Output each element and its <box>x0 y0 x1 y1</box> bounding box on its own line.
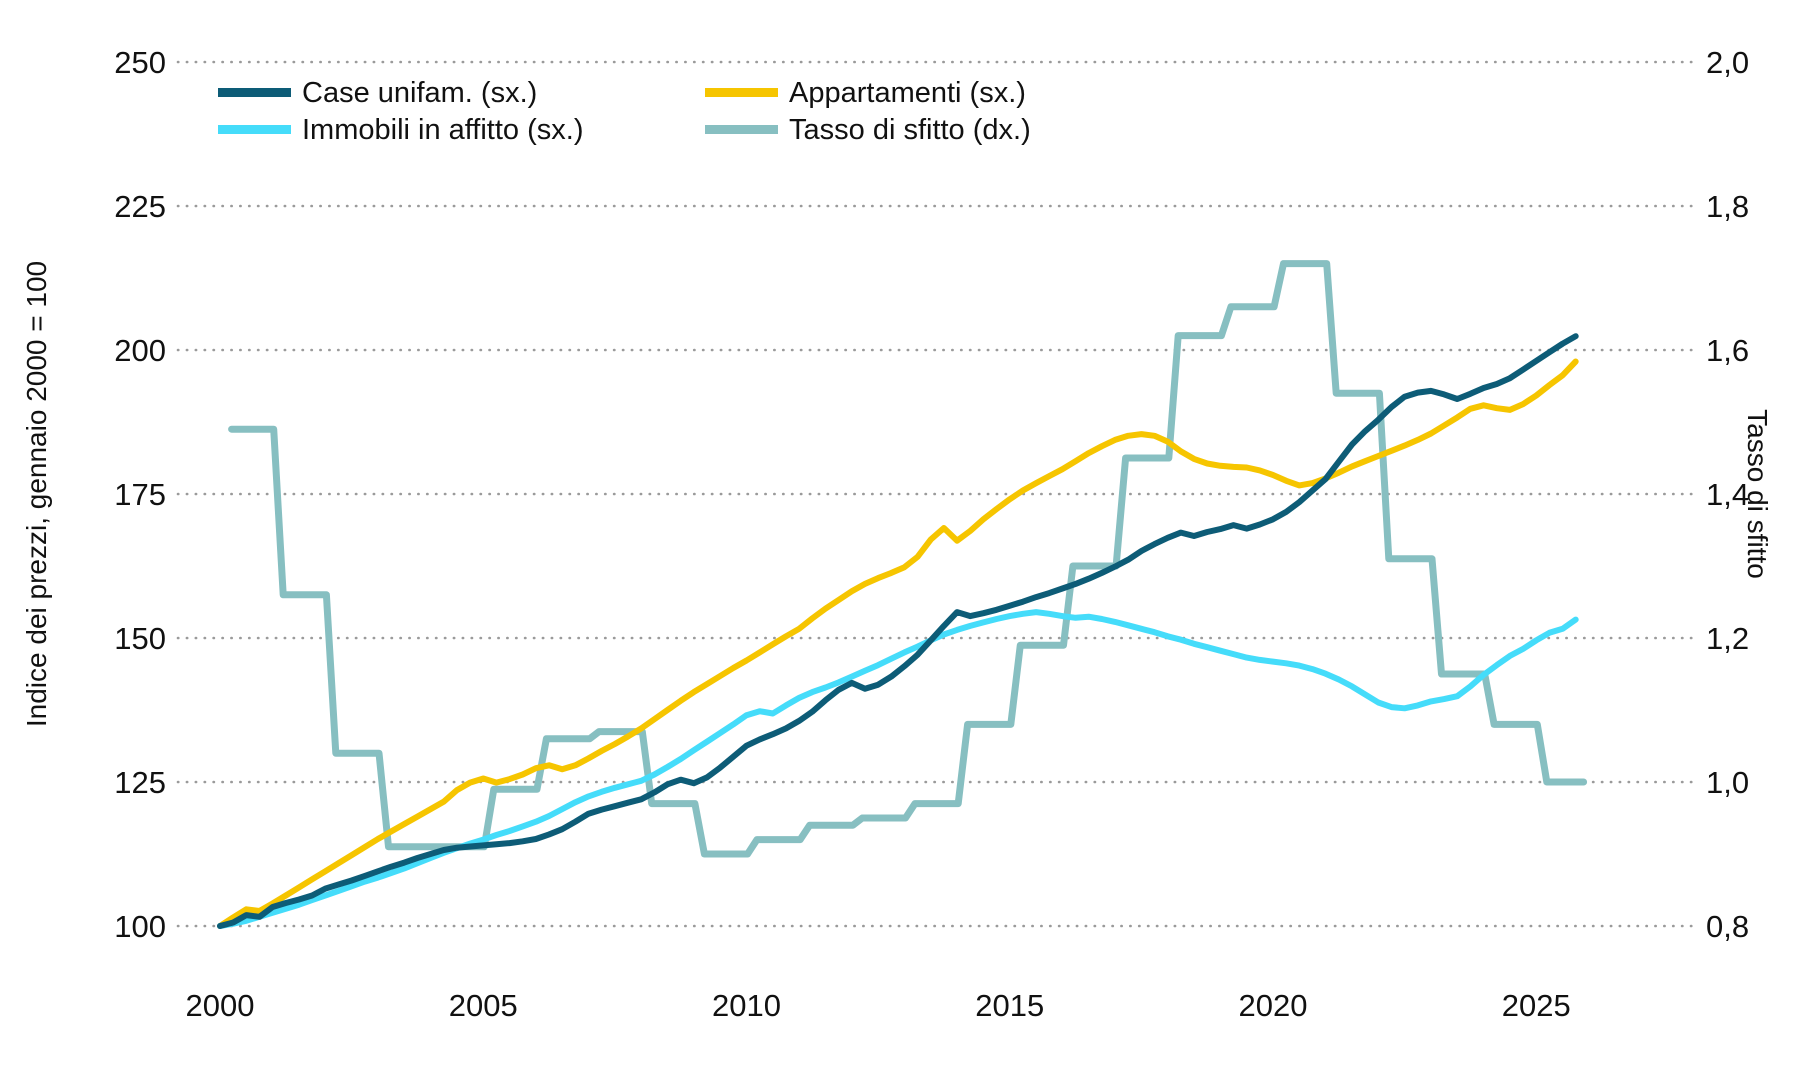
legend-swatch-tasso-sfitto <box>705 125 778 134</box>
legend: Case unifam. (sx.) Appartamenti (sx.) Immo… <box>218 77 1031 146</box>
x-axis-tick-label: 2025 <box>1502 988 1571 1023</box>
right-axis-tick-label: 2,0 <box>1706 45 1749 80</box>
legend-label-immobili-affitto: Immobili in affitto (sx.) <box>302 114 583 146</box>
legend-swatch-case-unifam <box>218 88 291 97</box>
legend-label-appartamenti: Appartamenti (sx.) <box>789 77 1026 109</box>
series-line-case-unifam <box>217 333 1579 929</box>
right-axis-tick-label: 1,4 <box>1706 477 1749 512</box>
legend-swatch-appartamenti <box>705 88 778 97</box>
axis-labels: 250 225 200 175 150 125 100 2,0 1,8 1,6 1,4 1,2 1,0 0… <box>21 45 1773 1023</box>
series-lines <box>217 260 1588 929</box>
gridlines <box>176 60 1694 928</box>
left-axis-title: Indice dei prezzi, gennaio 2000 = 100 <box>21 261 52 727</box>
legend-label-case-unifam: Case unifam. (sx.) <box>302 77 537 109</box>
legend-label-tasso-sfitto: Tasso di sfitto (dx.) <box>789 114 1031 146</box>
right-axis-tick-label: 0,8 <box>1706 909 1749 944</box>
left-axis-tick-label: 250 <box>114 45 166 80</box>
x-axis-tick-label: 2000 <box>186 988 255 1023</box>
series-line-appartamenti <box>217 358 1579 929</box>
right-axis-tick-label: 1,6 <box>1706 333 1749 368</box>
left-axis-tick-label: 200 <box>114 333 166 368</box>
x-axis-tick-label: 2010 <box>712 988 781 1023</box>
right-axis-tick-label: 1,2 <box>1706 621 1749 656</box>
left-axis-tick-label: 150 <box>114 621 166 656</box>
right-axis-title: Tasso di sfitto <box>1742 409 1773 579</box>
series-line-immobili-affitto <box>217 609 1579 929</box>
series-line-tasso-sfitto <box>228 260 1588 858</box>
right-axis-tick-label: 1,8 <box>1706 189 1749 224</box>
x-axis-tick-label: 2015 <box>975 988 1044 1023</box>
x-axis-tick-label: 2020 <box>1239 988 1308 1023</box>
left-axis-tick-label: 175 <box>114 477 166 512</box>
x-axis-tick-label: 2005 <box>449 988 518 1023</box>
left-axis-tick-label: 100 <box>114 909 166 944</box>
right-axis-tick-label: 1,0 <box>1706 765 1749 800</box>
legend-swatch-immobili-affitto <box>218 125 291 134</box>
left-axis-tick-label: 125 <box>114 765 166 800</box>
left-axis-tick-label: 225 <box>114 189 166 224</box>
